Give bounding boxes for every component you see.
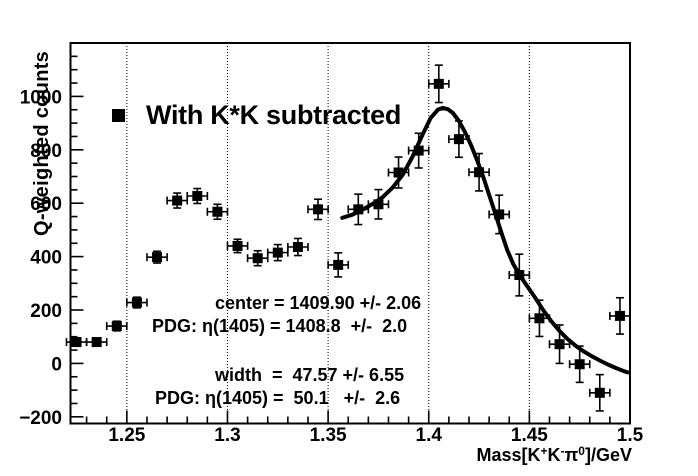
data-point — [488, 194, 511, 235]
data-point-marker — [333, 259, 344, 270]
legend-marker-square-icon — [112, 109, 125, 122]
data-point-marker — [292, 242, 303, 253]
x-tick-label: 1.35 — [310, 425, 347, 446]
x-tick-label: 1.3 — [214, 425, 240, 446]
stat-center-value: center = 1409.90 +/- 2.06 — [215, 293, 421, 313]
legend-label: With K*K subtracted — [146, 100, 401, 130]
fit-stats: center = 1409.90 +/- 2.06 PDG: η(1405) =… — [152, 293, 421, 408]
data-point — [609, 296, 631, 335]
data-point-marker — [433, 78, 444, 89]
data-point — [105, 320, 128, 332]
data-point-marker — [252, 253, 263, 264]
data-point — [367, 188, 390, 220]
data-point-marker — [71, 337, 82, 348]
y-tick-label: 1000 — [20, 87, 62, 108]
stat-width-value: width = 47.57 +/- 6.55 — [214, 365, 404, 385]
x-axis-title-superscript: + — [541, 444, 548, 458]
data-point — [166, 192, 189, 209]
data-point-marker — [152, 252, 163, 263]
legend: With K*K subtracted — [112, 100, 401, 130]
y-tick-label: 600 — [30, 194, 62, 215]
data-point — [186, 187, 209, 205]
gridlines — [126, 43, 530, 424]
data-point-marker — [453, 134, 464, 145]
y-tick-label: −200 — [19, 408, 62, 429]
y-tick-label: 400 — [30, 248, 62, 269]
data-point — [407, 132, 430, 169]
data-point — [65, 337, 88, 348]
data-point-marker — [413, 145, 424, 156]
data-point-marker — [393, 167, 404, 178]
y-tick-label: 800 — [30, 141, 62, 162]
data-point-marker — [131, 297, 142, 308]
data-point — [387, 156, 410, 189]
data-point — [126, 296, 148, 309]
data-point — [427, 64, 450, 104]
x-axis-title: Mass[K+K-π0]/GeV — [476, 444, 632, 465]
data-point — [307, 198, 329, 221]
x-tick-label: 1.25 — [108, 425, 145, 446]
data-point-marker — [574, 359, 585, 370]
data-point — [448, 120, 470, 159]
data-point-marker — [373, 199, 384, 210]
x-axis-title-part: ]/GeV — [585, 445, 632, 465]
data-point-marker — [494, 209, 505, 220]
data-point-marker — [232, 240, 243, 251]
data-point — [548, 324, 571, 365]
data-point — [468, 152, 490, 192]
data-point — [568, 345, 591, 384]
data-point — [206, 203, 229, 221]
data-points — [65, 64, 631, 412]
x-axis-title-superscript: 0 — [578, 444, 585, 458]
data-point — [327, 252, 350, 278]
data-point-marker — [313, 204, 324, 215]
data-point — [508, 253, 531, 297]
data-point-marker — [514, 270, 525, 281]
data-point-marker — [91, 337, 102, 348]
plot-frame — [69, 42, 631, 425]
stat-pdg-width-value: PDG: η(1405) = 50.1 +/- 2.6 — [155, 388, 400, 408]
data-point-marker — [212, 206, 223, 217]
data-point — [287, 237, 309, 257]
data-point-marker — [172, 195, 183, 206]
data-point-marker — [554, 339, 565, 350]
fit-curve — [340, 105, 630, 375]
data-point — [226, 238, 249, 254]
x-axis-title-superscript: - — [561, 444, 565, 458]
data-point-marker — [272, 247, 283, 258]
x-tick-label: 1.45 — [511, 425, 548, 446]
data-point-marker — [111, 321, 122, 332]
axis-ticks — [70, 42, 631, 424]
data-point-marker — [353, 204, 364, 215]
x-tick-label: 1.4 — [416, 425, 443, 446]
data-point-marker — [534, 313, 545, 324]
y-tick-label: 0 — [51, 354, 62, 375]
x-axis-title-part: Mass[K — [476, 445, 540, 465]
data-point — [246, 249, 269, 267]
data-point-marker — [594, 387, 605, 398]
data-point — [347, 193, 370, 226]
x-tick-label: 1.5 — [617, 425, 644, 446]
x-axis-title-part: K — [548, 445, 561, 465]
data-point — [588, 373, 611, 412]
axis-tick-labels: 1.25 1.3 1.35 1.4 1.45 1.5 −200 0 200 400 600 800 10… — [19, 87, 643, 446]
data-point-marker — [474, 167, 485, 178]
y-tick-label: 200 — [30, 301, 62, 322]
data-point — [528, 299, 551, 338]
data-point — [146, 250, 168, 264]
data-point — [266, 243, 289, 262]
data-point-marker — [192, 191, 203, 202]
fit-curve-group — [340, 105, 630, 375]
data-point-marker — [614, 310, 625, 321]
data-point — [85, 337, 108, 348]
x-axis-title-part: π — [565, 445, 579, 465]
y-axis-title: Q-weighted counts — [31, 51, 53, 236]
stat-pdg-center-value: PDG: η(1405) = 1408.8 +/- 2.0 — [152, 316, 407, 336]
